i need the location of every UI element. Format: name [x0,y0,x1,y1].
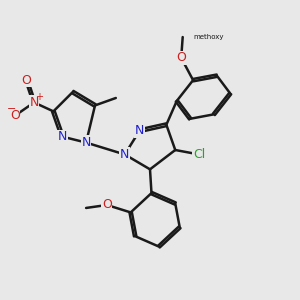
Text: O: O [10,109,20,122]
Text: O: O [102,199,112,212]
Text: N: N [58,130,67,143]
Text: O: O [22,74,32,87]
Text: N: N [120,148,129,161]
Text: N: N [29,96,39,109]
Text: N: N [135,124,144,137]
Text: −: − [7,104,16,114]
Text: +: + [35,92,44,101]
Text: O: O [176,51,186,64]
Text: N: N [81,136,91,149]
Text: methoxy: methoxy [193,34,224,40]
Text: Cl: Cl [193,148,205,161]
